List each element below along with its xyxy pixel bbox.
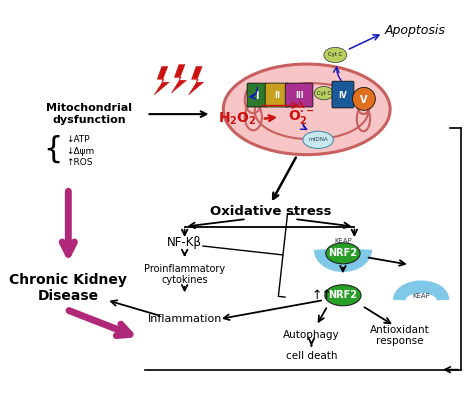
Text: Oxidative stress: Oxidative stress <box>210 205 331 218</box>
Text: KEAP: KEAP <box>412 293 430 299</box>
Text: Cyt C: Cyt C <box>317 91 331 96</box>
Text: KEAP: KEAP <box>334 238 352 244</box>
Polygon shape <box>154 66 169 95</box>
Text: ↑ROS: ↑ROS <box>66 158 93 167</box>
Text: mtDNA: mtDNA <box>308 137 328 143</box>
Text: Autophagy: Autophagy <box>283 330 340 340</box>
FancyBboxPatch shape <box>265 83 289 107</box>
Ellipse shape <box>223 64 390 155</box>
Ellipse shape <box>324 47 347 63</box>
Text: ↓Δψm: ↓Δψm <box>66 147 95 156</box>
Text: NRF2: NRF2 <box>328 249 357 258</box>
Text: ↓ATP: ↓ATP <box>66 135 90 145</box>
Text: III: III <box>295 91 303 100</box>
Text: V: V <box>360 95 368 105</box>
Text: $\mathbf{O_2^{\bullet-}}$: $\mathbf{O_2^{\bullet-}}$ <box>288 108 314 126</box>
Ellipse shape <box>325 285 361 306</box>
Ellipse shape <box>326 243 360 264</box>
Ellipse shape <box>353 87 375 110</box>
Ellipse shape <box>303 131 333 148</box>
Text: {: { <box>44 135 63 164</box>
Text: ↑↑: ↑↑ <box>311 289 332 302</box>
FancyBboxPatch shape <box>332 81 354 108</box>
Ellipse shape <box>314 87 333 100</box>
Polygon shape <box>171 65 187 93</box>
Text: $\mathbf{H_2O_2}$: $\mathbf{H_2O_2}$ <box>218 111 256 127</box>
Text: Antioxidant
response: Antioxidant response <box>370 324 430 346</box>
Text: NRF2: NRF2 <box>328 290 357 300</box>
Text: IV: IV <box>338 91 347 100</box>
Text: NF-Kβ: NF-Kβ <box>167 236 202 249</box>
Text: Apoptosis: Apoptosis <box>385 24 446 37</box>
Text: cell death: cell death <box>286 351 337 361</box>
FancyBboxPatch shape <box>285 83 313 107</box>
Text: Cyt C: Cyt C <box>328 52 342 58</box>
Text: I: I <box>255 91 259 101</box>
FancyBboxPatch shape <box>247 83 267 107</box>
Text: Mitochondrial
dysfunction: Mitochondrial dysfunction <box>46 103 132 125</box>
Text: Proinflammatory
cytokines: Proinflammatory cytokines <box>144 264 225 285</box>
Polygon shape <box>189 66 204 95</box>
Text: Chronic Kidney
Disease: Chronic Kidney Disease <box>9 273 127 303</box>
Text: II: II <box>274 91 280 100</box>
Text: Inflammation: Inflammation <box>147 314 222 324</box>
